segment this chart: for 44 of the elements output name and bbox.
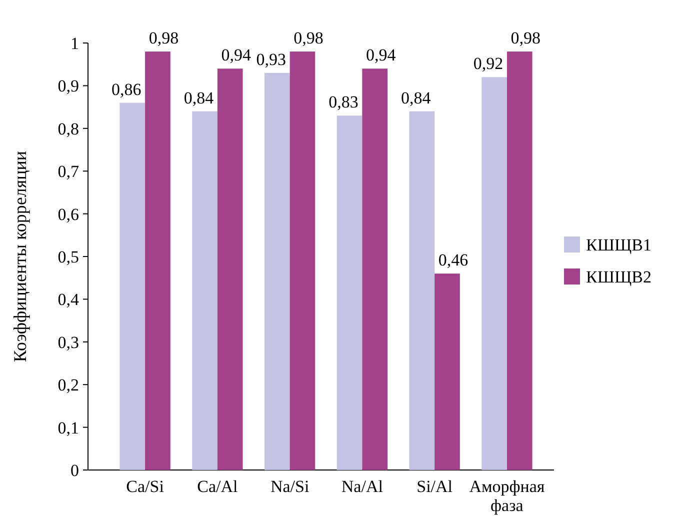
- x-tick-label: Na/Al: [341, 477, 384, 496]
- y-tick-label: 0,4: [58, 290, 80, 310]
- y-tick-label: 0,3: [58, 332, 79, 352]
- legend-label: КШЩВ1: [586, 235, 652, 254]
- y-tick-label: 0,7: [58, 162, 80, 182]
- data-label: 0,86: [112, 80, 142, 99]
- x-tick-label: Ca/Si: [126, 477, 164, 496]
- data-label: 0,98: [510, 28, 540, 48]
- data-label: 0,92: [473, 54, 504, 74]
- bar: [217, 68, 243, 470]
- y-tick-label: 0,9: [58, 76, 79, 96]
- bar: [192, 111, 218, 470]
- data-label: 0,84: [401, 88, 432, 108]
- x-tick-label: Ca/Al: [197, 477, 238, 496]
- x-tick-label: Na/Si: [270, 477, 310, 496]
- bar: [362, 68, 388, 470]
- data-label: 0,46: [438, 250, 468, 270]
- bar: [336, 116, 362, 470]
- y-tick-label: 0,8: [58, 119, 79, 138]
- bar: [506, 52, 532, 470]
- y-axis-title: Коэффициенты корреляции: [10, 150, 30, 362]
- y-tick-label: 0,1: [58, 418, 79, 438]
- bar: [409, 111, 435, 470]
- x-tick-label: Si/Al: [416, 477, 453, 496]
- data-label: 0,83: [328, 92, 358, 112]
- bar: [290, 52, 316, 470]
- legend-label: КШЩВ2: [586, 267, 652, 286]
- data-label: 0,98: [148, 28, 179, 48]
- y-tick-label: 0,6: [58, 204, 79, 224]
- bar: [120, 102, 146, 470]
- data-label: 0,84: [184, 88, 214, 108]
- y-tick-label: 1: [70, 34, 79, 53]
- data-label: 0,94: [366, 46, 396, 65]
- data-label: 0,93: [256, 50, 286, 69]
- bar: [482, 77, 507, 470]
- data-label: 0,94: [221, 46, 252, 65]
- y-tick-label: 0: [70, 460, 79, 480]
- x-tick-label: Аморфная фаза: [469, 477, 545, 515]
- y-tick-label: 0,2: [58, 376, 79, 395]
- y-tick-label: 0,5: [58, 247, 79, 266]
- data-label: 0,98: [294, 28, 324, 48]
- bar: [264, 72, 290, 470]
- bar: [145, 52, 170, 470]
- bar: [434, 274, 460, 470]
